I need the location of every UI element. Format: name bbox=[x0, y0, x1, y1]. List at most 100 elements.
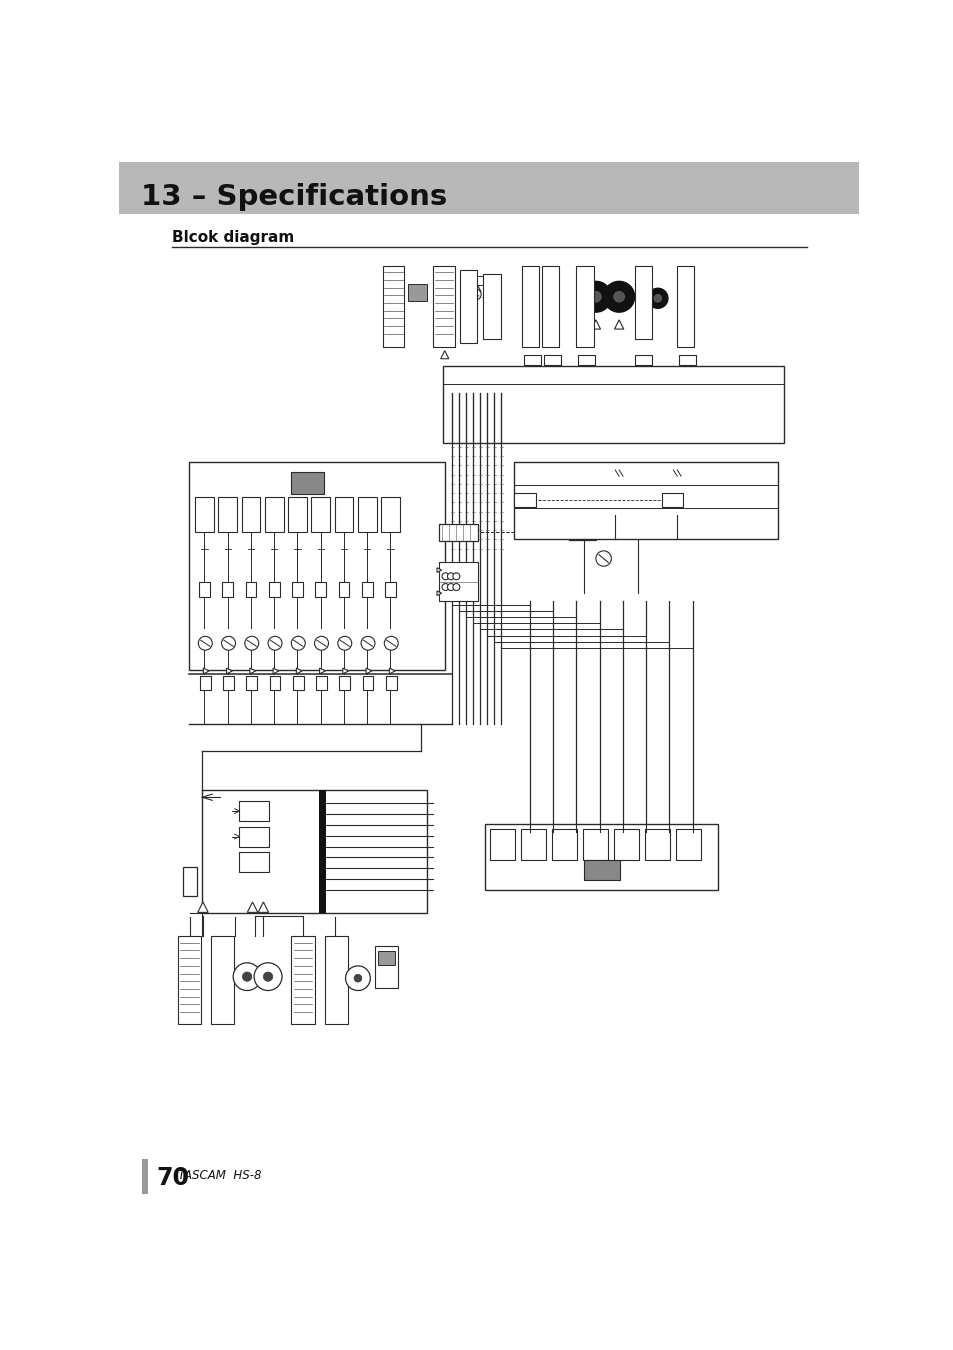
Bar bbox=[578, 355, 595, 366]
Circle shape bbox=[242, 972, 252, 981]
Bar bbox=[576, 266, 593, 347]
Circle shape bbox=[291, 636, 305, 651]
Bar bbox=[246, 676, 257, 690]
Bar bbox=[541, 266, 558, 347]
Circle shape bbox=[221, 636, 235, 651]
Bar bbox=[335, 497, 353, 532]
Bar bbox=[270, 676, 280, 690]
Bar bbox=[489, 829, 515, 860]
Bar bbox=[239, 826, 269, 846]
Text: Blcok diagram: Blcok diagram bbox=[172, 230, 294, 244]
Bar bbox=[381, 497, 399, 532]
Bar bbox=[183, 867, 196, 896]
Circle shape bbox=[596, 551, 611, 566]
Bar bbox=[222, 582, 233, 597]
Bar bbox=[324, 936, 348, 1025]
Circle shape bbox=[603, 281, 634, 312]
Bar bbox=[677, 266, 694, 347]
Bar bbox=[675, 829, 700, 860]
Text: 70: 70 bbox=[156, 1166, 190, 1191]
Polygon shape bbox=[296, 668, 302, 674]
Bar bbox=[361, 582, 373, 597]
Bar bbox=[293, 676, 303, 690]
Polygon shape bbox=[389, 668, 395, 674]
Bar bbox=[582, 829, 608, 860]
Polygon shape bbox=[591, 320, 599, 329]
Circle shape bbox=[233, 963, 261, 991]
Polygon shape bbox=[258, 902, 269, 913]
Polygon shape bbox=[366, 668, 372, 674]
Bar bbox=[311, 497, 330, 532]
Circle shape bbox=[198, 636, 212, 651]
Bar bbox=[459, 270, 476, 343]
Bar bbox=[443, 366, 783, 443]
Bar bbox=[362, 676, 373, 690]
Bar bbox=[523, 355, 540, 366]
Bar bbox=[408, 284, 427, 301]
Polygon shape bbox=[467, 286, 473, 292]
Circle shape bbox=[360, 636, 375, 651]
Bar bbox=[514, 493, 536, 508]
Circle shape bbox=[460, 289, 472, 300]
Polygon shape bbox=[247, 902, 257, 913]
Bar bbox=[291, 472, 323, 494]
Bar bbox=[433, 266, 455, 347]
Circle shape bbox=[314, 636, 328, 651]
Bar bbox=[439, 524, 477, 541]
Bar bbox=[119, 162, 858, 215]
Circle shape bbox=[647, 289, 667, 308]
Circle shape bbox=[253, 963, 282, 991]
Polygon shape bbox=[342, 668, 348, 674]
Bar bbox=[473, 275, 484, 285]
Bar bbox=[661, 493, 682, 508]
Bar bbox=[269, 582, 279, 597]
Bar bbox=[644, 829, 670, 860]
Bar bbox=[241, 497, 260, 532]
Bar bbox=[319, 790, 326, 913]
Bar bbox=[568, 526, 596, 540]
Bar bbox=[483, 274, 500, 339]
Bar bbox=[514, 462, 778, 539]
Bar bbox=[339, 676, 350, 690]
Bar bbox=[315, 582, 326, 597]
Bar bbox=[385, 582, 395, 597]
Circle shape bbox=[470, 289, 480, 300]
Polygon shape bbox=[319, 668, 325, 674]
Circle shape bbox=[384, 636, 397, 651]
Bar bbox=[382, 266, 404, 347]
Circle shape bbox=[453, 572, 459, 579]
Circle shape bbox=[268, 636, 282, 651]
Polygon shape bbox=[203, 668, 209, 674]
Polygon shape bbox=[197, 902, 208, 913]
Circle shape bbox=[613, 292, 624, 302]
Polygon shape bbox=[614, 320, 623, 329]
Circle shape bbox=[441, 572, 449, 579]
Bar bbox=[377, 952, 395, 965]
Bar bbox=[634, 355, 651, 366]
Circle shape bbox=[447, 583, 454, 590]
Polygon shape bbox=[250, 668, 255, 674]
Polygon shape bbox=[436, 591, 441, 595]
Bar bbox=[520, 829, 546, 860]
Bar bbox=[178, 936, 201, 1025]
Bar bbox=[484, 825, 717, 890]
Bar bbox=[142, 1160, 148, 1193]
Bar bbox=[613, 829, 639, 860]
Polygon shape bbox=[273, 668, 278, 674]
Bar bbox=[211, 936, 233, 1025]
Circle shape bbox=[579, 281, 611, 312]
Circle shape bbox=[337, 636, 352, 651]
Circle shape bbox=[654, 294, 661, 302]
Bar bbox=[199, 582, 210, 597]
Bar bbox=[679, 355, 695, 366]
Bar bbox=[583, 860, 619, 880]
Circle shape bbox=[263, 972, 273, 981]
Bar bbox=[315, 676, 327, 690]
Circle shape bbox=[245, 636, 258, 651]
Polygon shape bbox=[227, 668, 233, 674]
Bar bbox=[634, 266, 651, 339]
Bar bbox=[239, 852, 269, 872]
Circle shape bbox=[441, 583, 449, 590]
Circle shape bbox=[447, 572, 454, 579]
Bar bbox=[375, 946, 397, 988]
